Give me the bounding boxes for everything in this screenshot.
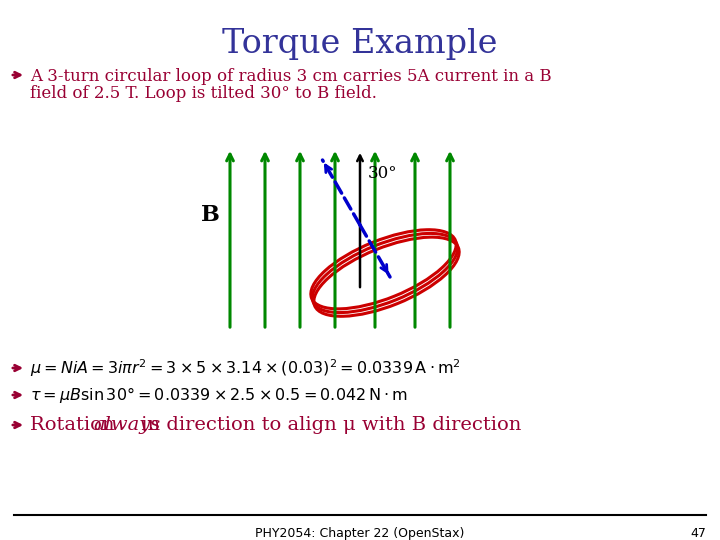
Text: Torque Example: Torque Example [222, 28, 498, 60]
Text: in direction to align μ with B direction: in direction to align μ with B direction [135, 416, 521, 434]
Text: A 3-turn circular loop of radius 3 cm carries 5A current in a B: A 3-turn circular loop of radius 3 cm ca… [30, 68, 552, 85]
Text: 47: 47 [690, 527, 706, 540]
Text: $\tau = \mu B\sin 30° = 0.0339\times2.5\times0.5 = 0.042\,\mathrm{N\cdot m}$: $\tau = \mu B\sin 30° = 0.0339\times2.5\… [30, 385, 408, 405]
Text: field of 2.5 T. Loop is tilted 30° to B field.: field of 2.5 T. Loop is tilted 30° to B … [30, 85, 377, 102]
Text: PHY2054: Chapter 22 (OpenStax): PHY2054: Chapter 22 (OpenStax) [256, 527, 464, 540]
Text: $\mu = NiA = 3i\pi r^2 = 3\times5\times3.14\times(0.03)^2 = 0.0339\,\mathrm{A\cd: $\mu = NiA = 3i\pi r^2 = 3\times5\times3… [30, 357, 461, 379]
Text: B: B [201, 204, 220, 226]
Text: Rotation: Rotation [30, 416, 121, 434]
Text: 30°: 30° [368, 165, 397, 181]
Text: always: always [93, 416, 161, 434]
